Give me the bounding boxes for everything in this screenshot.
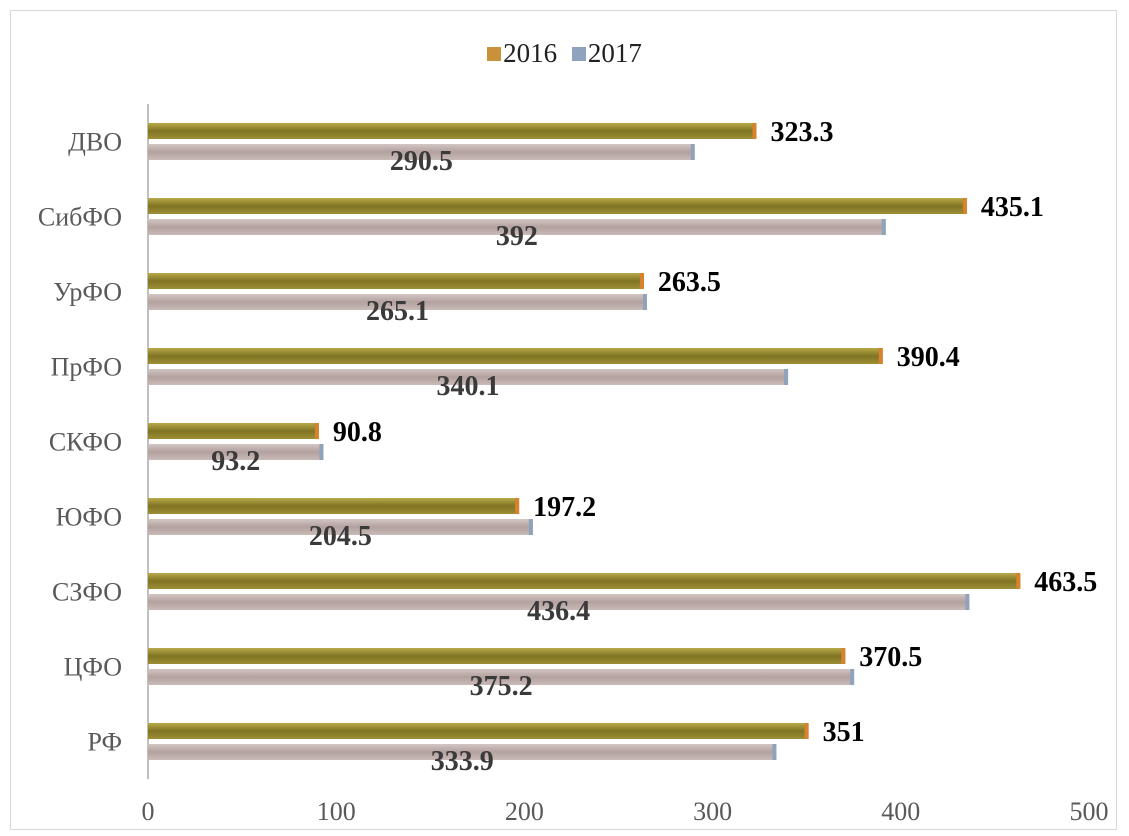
category-label: СЗФО bbox=[52, 578, 122, 607]
bar-2017 bbox=[148, 444, 324, 460]
x-tick-label: 500 bbox=[1070, 797, 1109, 826]
x-tick-label: 400 bbox=[881, 797, 920, 826]
bar-2016 bbox=[148, 348, 883, 364]
x-tick-label: 100 bbox=[317, 797, 356, 826]
data-label-2016: 263.5 bbox=[658, 267, 721, 298]
legend-swatch-2017 bbox=[571, 47, 586, 61]
x-tick-label: 0 bbox=[142, 797, 155, 826]
data-label-2016: 351 bbox=[823, 717, 865, 748]
category-label: ЦФО bbox=[64, 653, 122, 682]
bar-2016-end bbox=[878, 348, 883, 364]
bar-2017 bbox=[148, 144, 695, 160]
bar-2016-end bbox=[752, 123, 757, 139]
bar-2017-end bbox=[965, 594, 970, 610]
category-label: ЮФО bbox=[56, 503, 122, 532]
legend-item-2017: 2017 bbox=[571, 38, 642, 69]
bar-2017-end bbox=[642, 294, 647, 310]
chart-legend: 2016 2017 bbox=[0, 38, 1129, 69]
bar-2016 bbox=[148, 273, 644, 289]
legend-label-2016: 2016 bbox=[503, 38, 558, 68]
legend-swatch-2016 bbox=[487, 47, 502, 61]
category-label: ДВО bbox=[68, 128, 122, 157]
data-label-2016: 323.3 bbox=[770, 117, 833, 148]
bar-2016-end bbox=[962, 198, 967, 214]
bar-2016 bbox=[148, 198, 967, 214]
bar-2016 bbox=[148, 573, 1021, 589]
bar-2016-end bbox=[841, 648, 846, 664]
legend-label-2017: 2017 bbox=[587, 38, 642, 68]
bar-2017 bbox=[148, 669, 855, 685]
bar-2017 bbox=[148, 294, 647, 310]
data-label-2017: 340.1 bbox=[437, 371, 500, 402]
data-label-2016: 370.5 bbox=[859, 642, 922, 673]
bar-2017 bbox=[148, 519, 533, 535]
data-label-2017: 204.5 bbox=[309, 521, 372, 552]
data-label-2016: 197.2 bbox=[533, 492, 596, 523]
data-label-2017: 375.2 bbox=[470, 671, 533, 702]
bar-2017-end bbox=[784, 369, 789, 385]
bar-2017-end bbox=[319, 444, 324, 460]
x-tick-label: 300 bbox=[693, 797, 732, 826]
data-label-2016: 463.5 bbox=[1034, 567, 1097, 598]
category-label: СибФО bbox=[38, 203, 122, 232]
data-label-2016: 90.8 bbox=[333, 417, 382, 448]
data-label-2017: 93.2 bbox=[211, 446, 260, 477]
data-label-2016: 435.1 bbox=[981, 192, 1044, 223]
bar-2016-end bbox=[515, 498, 520, 514]
data-label-2017: 436.4 bbox=[527, 596, 590, 627]
data-label-2017: 333.9 bbox=[431, 746, 494, 777]
data-label-2017: 290.5 bbox=[390, 146, 453, 177]
bar-2016-end bbox=[1016, 573, 1021, 589]
bar-2017 bbox=[148, 744, 777, 760]
bar-2016 bbox=[148, 423, 319, 439]
bar-2017 bbox=[148, 594, 970, 610]
category-label: УрФО bbox=[53, 278, 122, 307]
data-label-2016: 390.4 bbox=[897, 342, 960, 373]
bar-2017-end bbox=[772, 744, 777, 760]
category-label: ПрФО bbox=[51, 353, 122, 382]
bar-2017 bbox=[148, 219, 886, 235]
bar-2016 bbox=[148, 648, 846, 664]
bar-2017-end bbox=[881, 219, 886, 235]
data-label-2017: 392 bbox=[496, 221, 538, 252]
bar-2017-end bbox=[850, 669, 855, 685]
bar-2017-end bbox=[690, 144, 695, 160]
bar-2016 bbox=[148, 498, 520, 514]
legend-item-2016: 2016 bbox=[487, 38, 557, 69]
x-tick-label: 200 bbox=[505, 797, 544, 826]
category-label: РФ bbox=[87, 728, 122, 757]
category-label: СКФО bbox=[49, 428, 122, 457]
bar-2016 bbox=[148, 123, 757, 139]
bar-2017-end bbox=[528, 519, 533, 535]
bar-2016-end bbox=[314, 423, 319, 439]
bar-2016 bbox=[148, 723, 809, 739]
data-label-2017: 265.1 bbox=[366, 296, 429, 327]
bar-2017 bbox=[148, 369, 789, 385]
bar-2016-end bbox=[804, 723, 809, 739]
bar-2016-end bbox=[639, 273, 644, 289]
